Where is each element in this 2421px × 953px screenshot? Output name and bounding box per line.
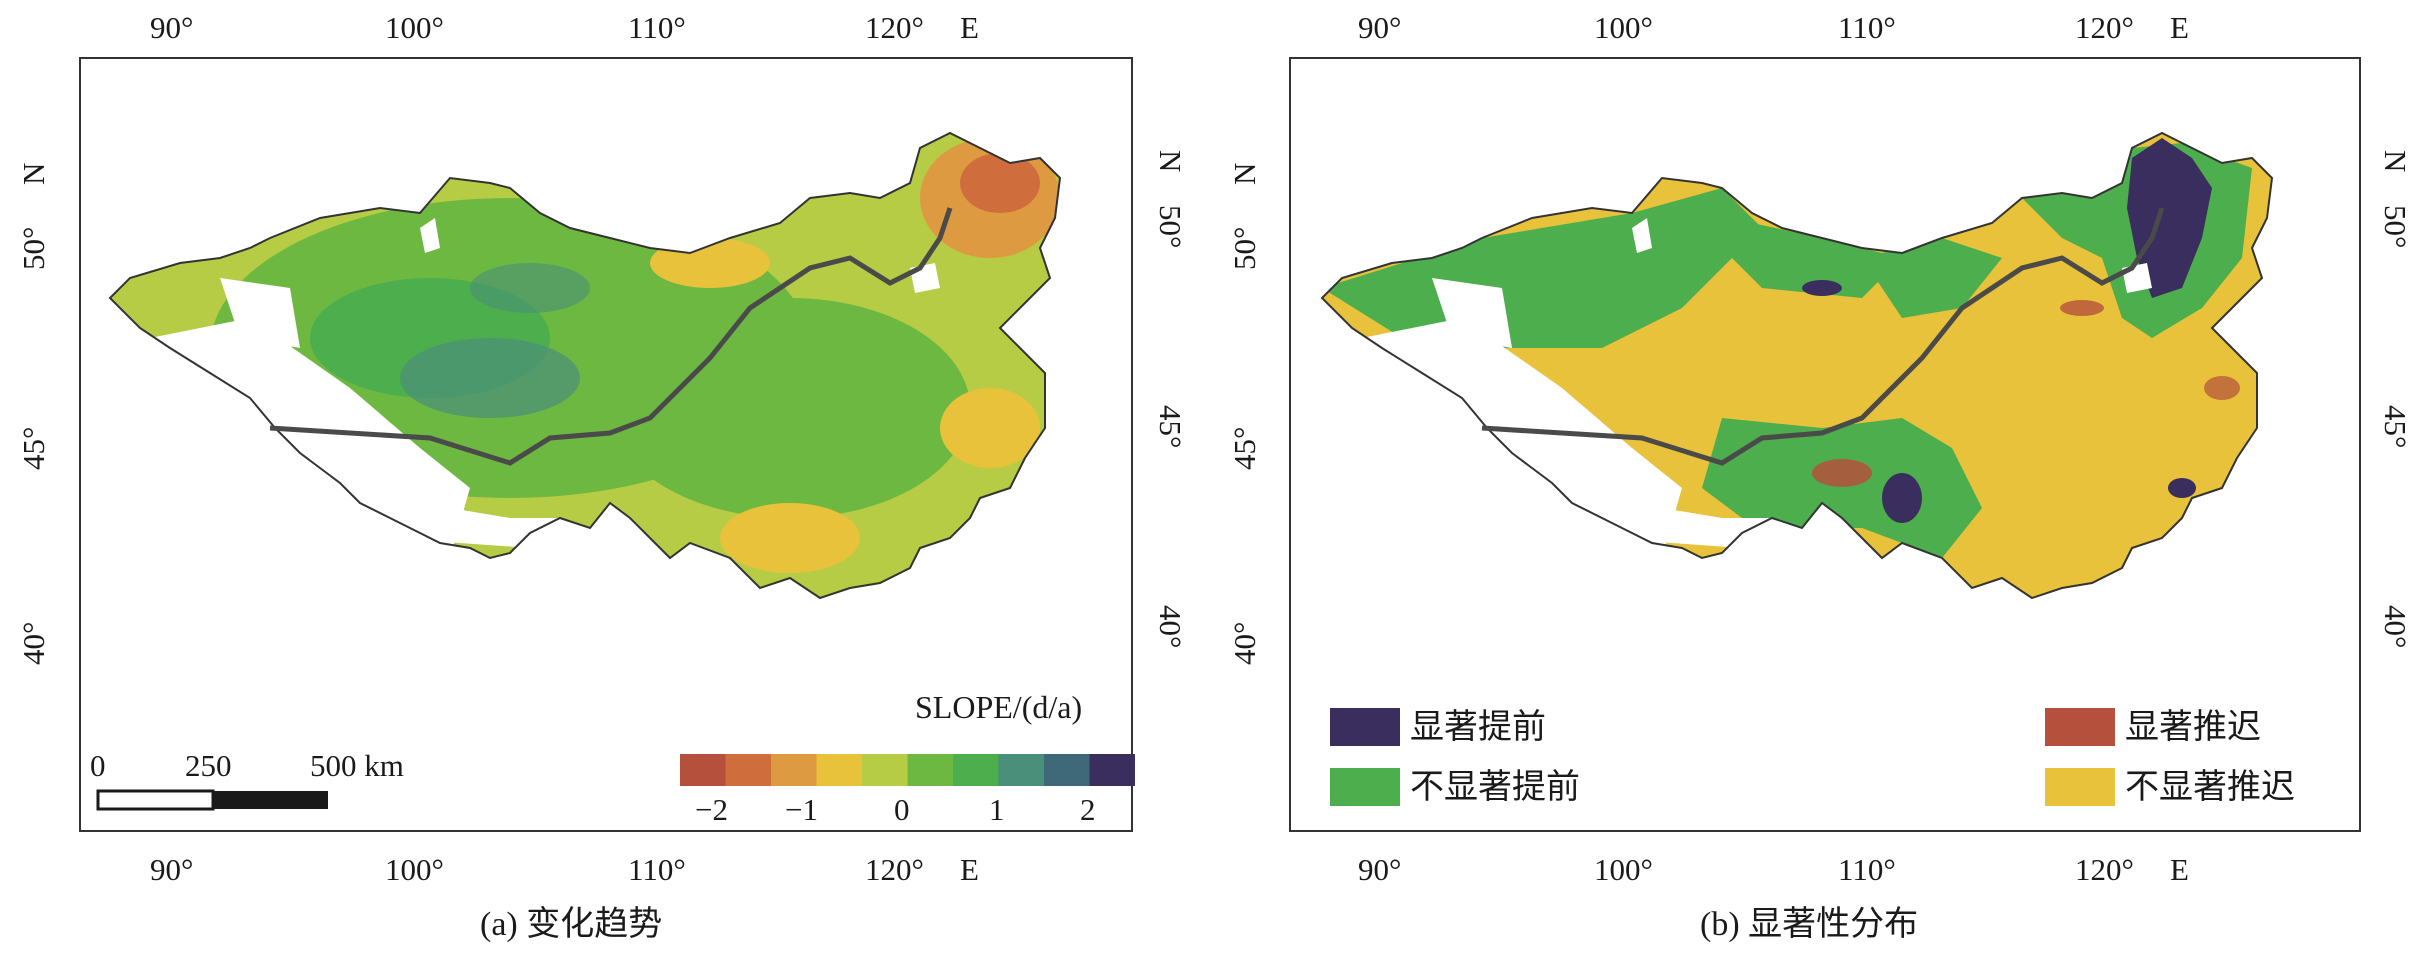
scale-bar: 0 250 500 km (90, 748, 404, 811)
scale-segment-white (96, 789, 215, 811)
national-border (269, 207, 953, 466)
top-tick: 120° (865, 10, 924, 45)
colorbar-tick-label: −1 (785, 792, 818, 827)
left-tick: 45° (16, 427, 51, 470)
legend-label: 显著提前 (1410, 708, 1546, 746)
colorbar-tick-label: 1 (989, 792, 1005, 827)
right-tick: 40° (1153, 605, 1188, 648)
legend-label: 不显著推迟 (2125, 768, 2295, 806)
legend-label: 显著推迟 (2125, 708, 2261, 746)
colorbar-swatch (998, 754, 1044, 786)
panel-a-axes: 90° 100° 110° 120° E 90° 100° 110° 120° … (16, 10, 1188, 943)
scale-segment-black (213, 791, 328, 809)
bottom-axis-unit: E (960, 852, 979, 887)
top-tick: 110° (628, 10, 686, 45)
top-tick: 90° (150, 10, 193, 45)
top-tick: 110° (1838, 10, 1896, 45)
colorbar-swatch (725, 754, 771, 786)
scale-label: 0 (90, 748, 106, 783)
left-axis-unit: N (1227, 163, 1262, 185)
bottom-axis-unit: E (2170, 852, 2189, 887)
top-axis-unit: E (960, 10, 979, 45)
left-tick: 40° (16, 622, 51, 665)
colorbar-swatch (907, 754, 953, 786)
right-tick: 45° (1153, 405, 1188, 448)
national-border (1481, 207, 2165, 466)
legend-swatch-sig-advance (1330, 708, 1400, 746)
top-axis-unit: E (2170, 10, 2189, 45)
region-outline (108, 131, 1062, 600)
legend-label: 不显著提前 (1410, 768, 1580, 806)
bottom-tick: 120° (865, 852, 924, 887)
legend-swatch-sig-delay (2045, 708, 2115, 746)
bottom-tick: 110° (628, 852, 686, 887)
left-tick: 45° (1227, 427, 1262, 470)
bottom-tick: 100° (1594, 852, 1653, 887)
top-tick: 90° (1358, 10, 1401, 45)
colorbar-swatch (771, 754, 817, 786)
left-tick: 40° (1227, 622, 1262, 665)
bottom-tick: 120° (2075, 852, 2134, 887)
significance-legend: 显著提前 不显著提前 显著推迟 不显著推迟 (1330, 708, 2295, 806)
panel-b: 显著提前 不显著提前 显著推迟 不显著推迟 (1289, 57, 2361, 832)
panel-a: SLOPE/(d/a) −2 −1 0 1 2 0 250 500 km (79, 57, 1135, 832)
legend-swatch-nonsig-advance (1330, 768, 1400, 806)
colorbar-swatch (680, 754, 726, 786)
right-tick: 40° (2378, 605, 2413, 648)
right-tick: 45° (2378, 405, 2413, 448)
colorbar-swatch (1044, 754, 1090, 786)
colorbar-swatch (816, 754, 862, 786)
region-outline (1320, 131, 2274, 600)
left-tick: 50° (1227, 227, 1262, 270)
bottom-tick: 90° (1358, 852, 1401, 887)
colorbar-tick-label: −2 (695, 792, 728, 827)
slope-colorbar: SLOPE/(d/a) −2 −1 0 1 2 (680, 689, 1135, 827)
panel-b-caption: (b) 显著性分布 (1700, 905, 1918, 943)
bottom-tick: 110° (1838, 852, 1896, 887)
top-tick: 100° (1594, 10, 1653, 45)
top-tick: 120° (2075, 10, 2134, 45)
scale-label: 500 km (310, 748, 404, 783)
legend-swatch-nonsig-delay (2045, 768, 2115, 806)
right-axis-unit: N (2378, 150, 2413, 172)
colorbar-tick-label: 0 (894, 792, 910, 827)
bottom-tick: 100° (385, 852, 444, 887)
top-tick: 100° (385, 10, 444, 45)
right-tick: 50° (2378, 205, 2413, 248)
panel-b-axes: 90° 100° 110° 120° E 90° 100° 110° 120° … (1227, 10, 2413, 943)
panel-a-caption: (a) 变化趋势 (480, 905, 662, 943)
colorbar-tick-label: 2 (1080, 792, 1096, 827)
right-axis-unit: N (1153, 150, 1188, 172)
left-axis-unit: N (16, 163, 51, 185)
colorbar-title: SLOPE/(d/a) (915, 689, 1082, 725)
colorbar-swatch (862, 754, 908, 786)
right-tick: 50° (1153, 205, 1188, 248)
colorbar-swatch (1089, 754, 1135, 786)
bottom-tick: 90° (150, 852, 193, 887)
colorbar-swatch (953, 754, 999, 786)
scale-label: 250 (185, 748, 232, 783)
left-tick: 50° (16, 227, 51, 270)
